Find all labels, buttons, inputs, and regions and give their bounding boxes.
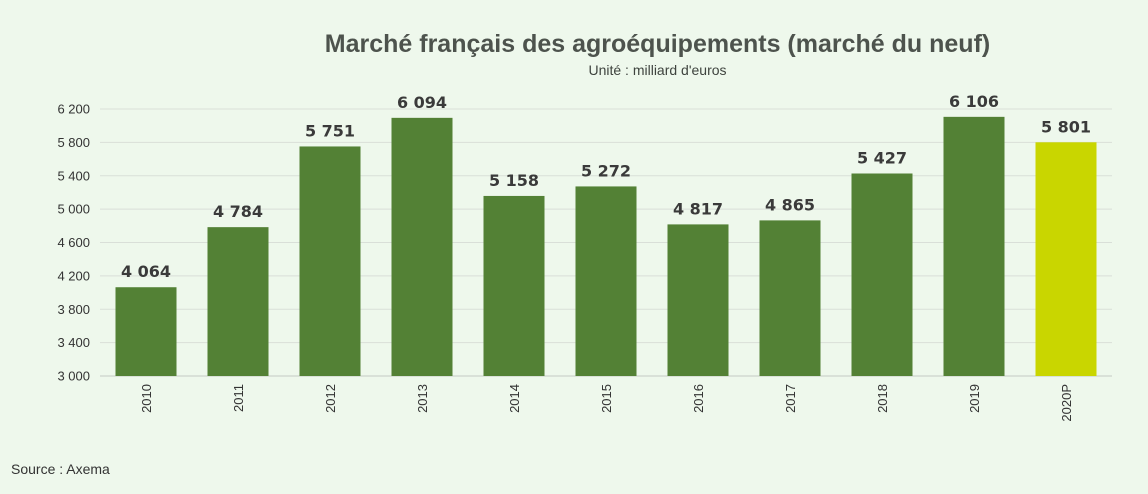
y-axis-tick-labels: 3 000 3 400 3 800 4 200 4 600 5 000 5 400 5 800… (57, 102, 90, 384)
bar (299, 146, 361, 376)
bar-value-label: 5 272 (581, 161, 631, 180)
chart-subtitle: Unité : milliard d'euros (588, 62, 727, 78)
y-tick-label: 4 600 (57, 235, 90, 250)
bar (851, 173, 913, 376)
bar-value-label: 6 106 (949, 92, 999, 111)
bar (667, 224, 729, 376)
x-tick-label: 2019 (967, 384, 982, 413)
chart-title: Marché français des agroéquipements (mar… (324, 30, 991, 58)
x-tick-label: 2014 (507, 384, 522, 413)
bar-value-label: 5 801 (1041, 117, 1091, 136)
bar (759, 220, 821, 376)
bar-value-label: 4 064 (121, 262, 171, 281)
bar-value-label: 5 751 (305, 121, 355, 140)
bar-value-label: 6 094 (397, 93, 447, 112)
x-tick-label: 2015 (599, 384, 614, 413)
bar (943, 116, 1005, 376)
bar-value-labels: 4 064 4 784 5 751 6 094 5 158 5 272 4 817 4 865… (121, 92, 1091, 281)
x-tick-label: 2013 (415, 384, 430, 413)
y-tick-label: 3 000 (57, 369, 90, 384)
y-tick-label: 6 200 (57, 102, 90, 117)
x-tick-label: 2017 (783, 384, 798, 413)
bar (575, 186, 637, 376)
bars (115, 116, 1097, 377)
y-tick-label: 3 400 (57, 335, 90, 350)
bar (483, 195, 545, 376)
bar-value-label: 4 784 (213, 202, 263, 221)
x-tick-label: 2020P (1059, 384, 1074, 422)
bar-value-label: 5 158 (489, 171, 539, 190)
bar (207, 227, 269, 376)
bar-value-label: 5 427 (857, 148, 907, 167)
y-tick-label: 4 200 (57, 268, 90, 283)
source-note: Source : Axema (11, 461, 110, 477)
y-tick-label: 3 800 (57, 302, 90, 317)
bar (391, 117, 453, 377)
x-axis-tick-labels: 2010 2011 2012 2013 2014 2015 2016 2017 2018 2019… (139, 384, 1074, 422)
bar-value-label: 4 865 (765, 195, 815, 214)
y-tick-label: 5 000 (57, 202, 90, 217)
x-tick-label: 2011 (231, 384, 246, 412)
y-tick-label: 5 400 (57, 168, 90, 183)
bar-forecast (1035, 142, 1097, 376)
y-tick-label: 5 800 (57, 135, 90, 150)
bar (115, 287, 177, 376)
bar-value-label: 4 817 (673, 199, 723, 218)
x-tick-label: 2012 (323, 384, 338, 413)
x-tick-label: 2010 (139, 384, 154, 413)
x-tick-label: 2016 (691, 384, 706, 413)
x-tick-label: 2018 (875, 384, 890, 413)
